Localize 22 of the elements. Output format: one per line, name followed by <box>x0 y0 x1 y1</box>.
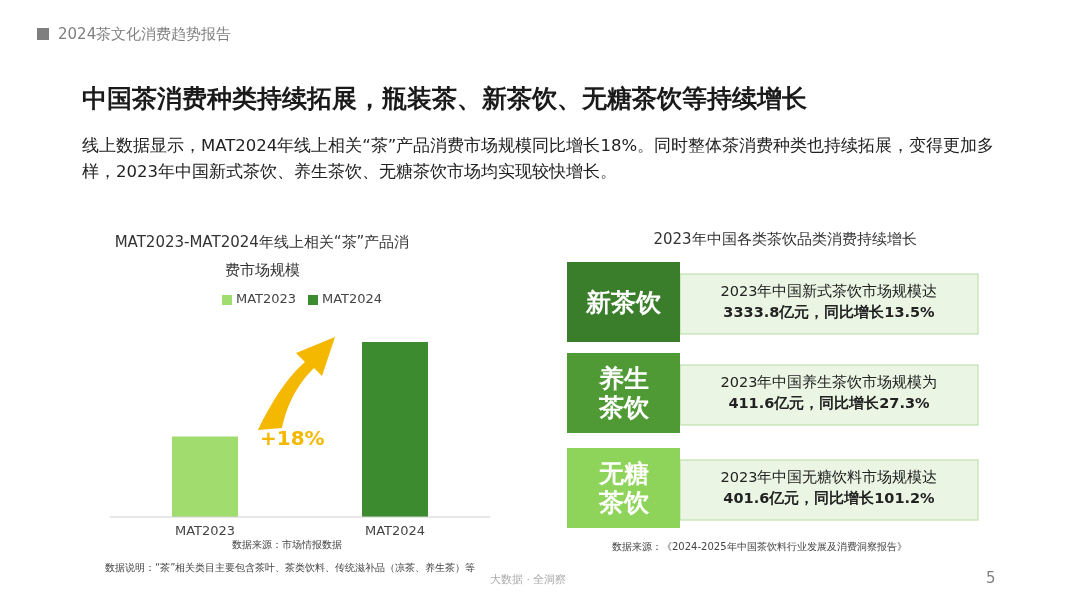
text: 2023年中国无糖饮料市场规模达 <box>719 468 939 487</box>
legend-label: MAT2023 <box>236 291 297 306</box>
legend-label: MAT2024 <box>322 291 383 306</box>
text: 401.6亿元，同比增长101.2% <box>722 489 936 508</box>
text: 无糖茶饮 <box>567 448 680 528</box>
text: 新茶饮 <box>567 262 680 342</box>
text: 3333.8亿元，同比增长13.5% <box>722 303 936 322</box>
text: 线上数据显示，MAT2024年线上相关“茶”产品消费市场规模同比增长18%。同时整体茶消费种类也持续拓展，变得更加多样，2023年中国新式茶饮、养生茶饮、无糖茶饮市场均实现较快增长。 <box>82 135 996 183</box>
text: 5 <box>986 569 996 587</box>
text: 2023年中国新式茶饮市场规模达 <box>719 282 939 301</box>
annotation: +18% <box>260 426 325 450</box>
source-note: 数据来源：《2024-2025年中国茶饮料行业发展及消费洞察报告》 <box>612 540 907 554</box>
text: 411.6亿元，同比增长27.3% <box>727 394 931 413</box>
text: 大数据 · 全洞察 <box>490 572 567 587</box>
text: 2024茶文化消费趋势报告 <box>58 25 232 44</box>
chart-title: MAT2023-MAT2024年线上相关“茶”产品消费市场规模 <box>113 232 411 281</box>
source-note: 数据来源：市场情报数据 <box>232 538 342 552</box>
text: 养生茶饮 <box>567 353 680 433</box>
text: 2023年中国养生茶饮市场规模为 <box>719 373 939 392</box>
text: 数据说明：“茶”相关类目主要包含茶叶、茶类饮料、传统滋补品（凉茶、养生茶）等 <box>105 561 476 575</box>
text: 中国茶消费种类持续拓展，瓶装茶、新茶饮、无糖茶饮等持续增长 <box>82 83 807 115</box>
text: 2023年中国各类茶饮品类消费持续增长 <box>652 230 918 249</box>
